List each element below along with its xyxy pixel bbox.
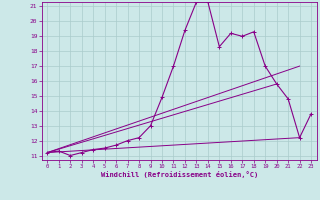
X-axis label: Windchill (Refroidissement éolien,°C): Windchill (Refroidissement éolien,°C) — [100, 171, 258, 178]
